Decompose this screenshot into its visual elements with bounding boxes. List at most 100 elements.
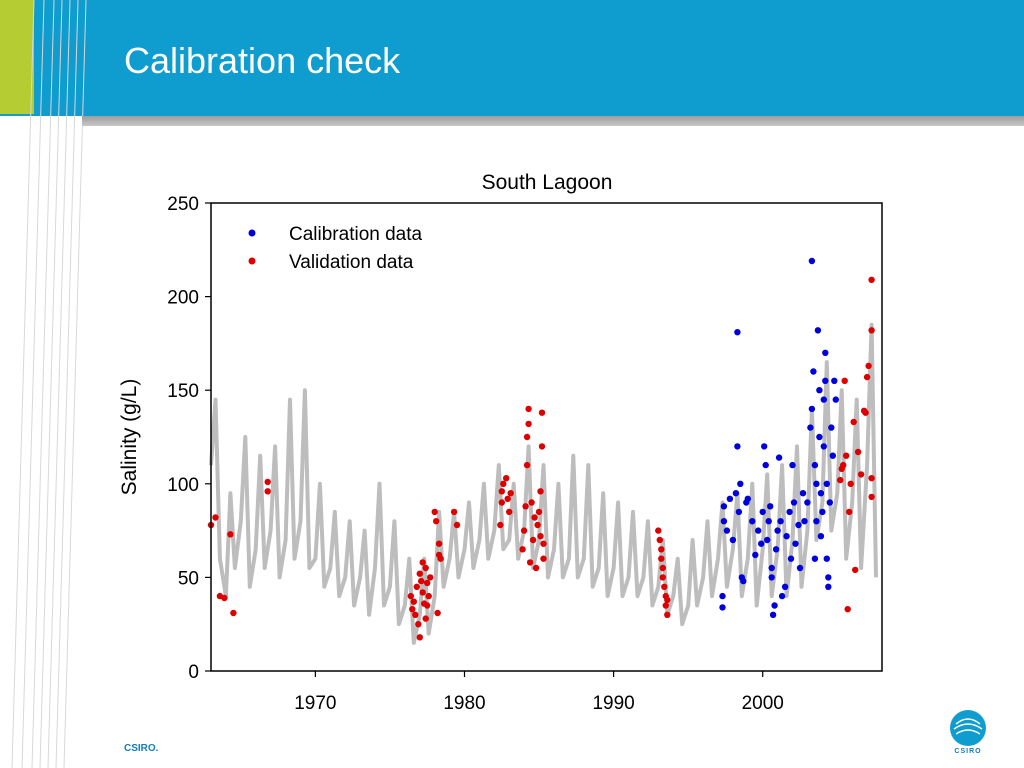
y-tick-label: 100 — [167, 475, 199, 496]
validation-point — [535, 508, 543, 516]
validation-point — [538, 443, 546, 450]
y-tick-label: 0 — [188, 662, 199, 683]
validation-point — [413, 583, 420, 590]
validation-point — [537, 533, 544, 540]
calibration-point — [819, 508, 826, 516]
y-tick-label: 200 — [167, 288, 199, 309]
calibration-point — [752, 551, 759, 559]
footer-brand: CSIRO. — [124, 743, 159, 754]
calibration-point — [759, 508, 766, 516]
validation-point — [537, 488, 544, 495]
validation-point — [863, 373, 871, 381]
validation-point — [852, 566, 859, 574]
calibration-point — [813, 518, 820, 525]
validation-point — [658, 555, 665, 562]
validation-point — [837, 476, 844, 484]
validation-point — [416, 570, 423, 577]
calibration-point — [740, 577, 747, 585]
calibration-point — [817, 533, 825, 540]
calibration-point — [813, 480, 820, 487]
calibration-point — [832, 396, 839, 403]
validation-point — [435, 540, 443, 547]
validation-point — [532, 564, 540, 572]
calibration-point — [749, 518, 756, 525]
calibration-point — [799, 490, 807, 497]
calibration-point — [796, 564, 804, 572]
validation-point — [522, 503, 529, 510]
calibration-point — [768, 574, 775, 581]
calibration-point — [769, 611, 777, 618]
validation-point — [540, 555, 547, 562]
calibration-point — [822, 377, 829, 384]
calibration-point — [825, 574, 832, 581]
calibration-point — [719, 604, 726, 611]
decorative-lines — [11, 0, 87, 768]
calibration-point — [795, 521, 802, 529]
validation-point — [658, 546, 665, 553]
y-tick-label: 150 — [167, 381, 199, 402]
validation-point — [844, 606, 851, 613]
calibration-point — [737, 480, 744, 487]
calibration-point — [825, 583, 832, 590]
validation-point — [424, 602, 431, 609]
calibration-point — [820, 396, 827, 403]
calibration-point — [823, 555, 830, 562]
calibration-point — [767, 503, 774, 510]
validation-point — [419, 559, 426, 566]
validation-point — [434, 609, 441, 617]
calibration-point — [804, 499, 811, 506]
calibration-point — [755, 527, 762, 534]
calibration-point — [789, 461, 796, 469]
legend-label-validation: Validation data — [289, 252, 414, 273]
validation-point — [498, 499, 505, 506]
legend-marker-calibration — [248, 229, 256, 237]
validation-point — [424, 579, 431, 587]
calibration-point — [790, 499, 798, 506]
calibration-point — [720, 518, 728, 525]
validation-point — [529, 536, 537, 544]
calibration-point — [764, 536, 771, 544]
y-tick-label: 50 — [178, 568, 199, 589]
validation-point — [656, 536, 663, 544]
plot-frame — [210, 202, 883, 672]
validation-point — [526, 559, 534, 566]
calibration-point — [810, 368, 817, 375]
validation-point — [662, 602, 669, 609]
validation-point — [264, 488, 271, 495]
chart-title: South Lagoon — [482, 171, 613, 194]
calibration-point — [811, 461, 819, 469]
validation-point — [841, 377, 848, 384]
calibration-point — [732, 490, 740, 497]
calibration-point — [771, 602, 778, 609]
validation-point — [433, 518, 440, 525]
calibration-point — [729, 536, 737, 544]
validation-point — [221, 594, 228, 602]
logo-text: CSIRO — [954, 748, 982, 755]
validation-point — [425, 592, 432, 600]
validation-point — [264, 478, 271, 486]
validation-point — [540, 540, 547, 547]
y-tick-label: 250 — [167, 194, 199, 215]
calibration-point — [720, 503, 728, 510]
validation-point — [528, 499, 535, 506]
calibration-point — [828, 424, 835, 431]
csiro-logo: CSIRO — [940, 708, 996, 758]
validation-point — [416, 634, 423, 641]
validation-point — [868, 475, 875, 482]
calibration-point — [719, 592, 726, 600]
validation-point — [868, 493, 875, 501]
header-bar — [0, 0, 1024, 116]
validation-point — [865, 362, 872, 370]
validation-point — [840, 461, 847, 469]
calibration-point — [777, 518, 784, 525]
calibration-point — [768, 564, 775, 572]
calibration-point — [774, 527, 781, 534]
validation-series — [207, 276, 875, 641]
validation-point — [500, 480, 507, 487]
validation-point — [661, 583, 668, 590]
calibration-point — [723, 527, 731, 534]
validation-point — [506, 508, 513, 516]
calibration-point — [744, 495, 751, 502]
calibration-point — [761, 443, 768, 450]
